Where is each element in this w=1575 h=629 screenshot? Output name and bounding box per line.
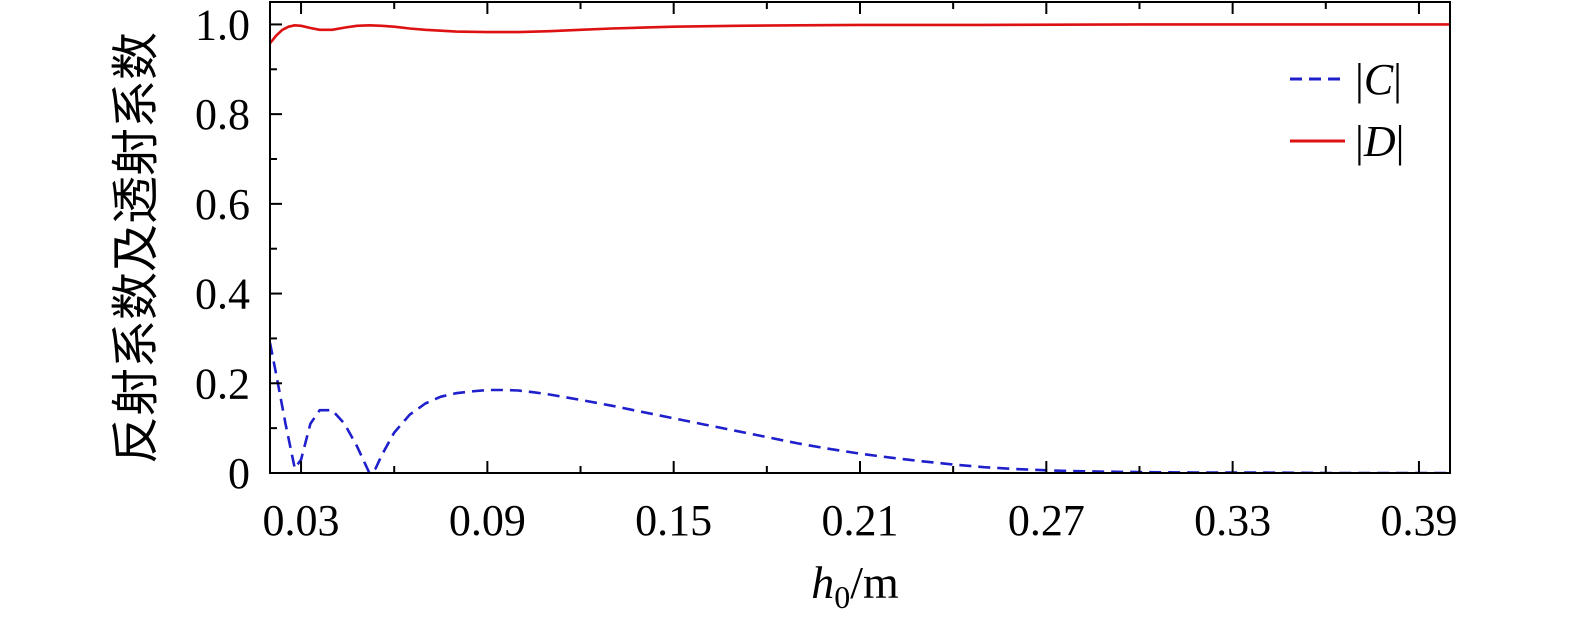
y-tick-label: 1.0 [195,0,250,49]
x-axis-label-variable: h [811,557,834,608]
y-tick-label: 0.6 [195,180,250,229]
x-axis-label-subscript: 0 [834,579,850,615]
y-tick-label: 0 [228,449,250,498]
x-tick-label: 0.33 [1194,496,1271,545]
x-tick-label: 0.27 [1008,496,1085,545]
y-tick-label: 0.4 [195,270,250,319]
x-tick-label: 0.03 [263,496,340,545]
x-tick-label: 0.39 [1380,496,1457,545]
x-tick-label: 0.09 [449,496,526,545]
x-tick-label: 0.15 [635,496,712,545]
legend-label-d: |D| [1355,117,1404,166]
legend-label-c: |C| [1355,55,1402,104]
x-axis-label: h0/m [811,557,899,615]
y-tick-label: 0.2 [195,359,250,408]
x-axis-label-unit: /m [850,557,899,608]
x-tick-label: 0.21 [822,496,899,545]
y-axis-label: 反射系数及透射系数 [110,32,163,464]
series-line-c [270,342,1450,473]
series-line-d [270,23,1450,45]
plot-frame [269,1,1451,474]
plot-area: 0.03 0.09 0.15 0.21 0.27 0.33 0.39 0 0.2 0.4 0.6 0.… [195,0,1457,545]
y-tick-label: 0.8 [195,90,250,139]
legend: |C| |D| [1290,55,1404,166]
